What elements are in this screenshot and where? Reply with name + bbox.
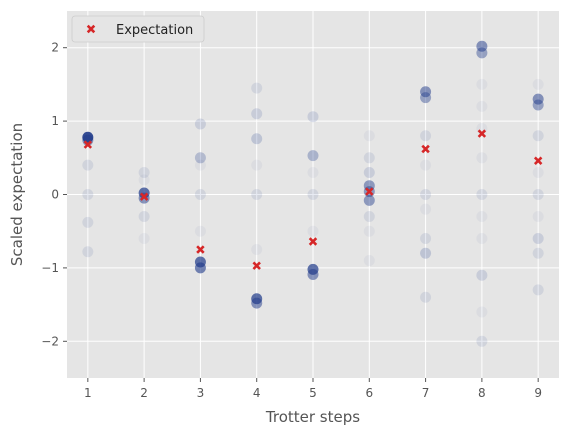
- sample-point: [307, 166, 319, 178]
- sample-point: [251, 159, 263, 171]
- sample-point: [251, 297, 263, 309]
- expectation-point: [421, 144, 430, 154]
- sample-point: [138, 233, 150, 245]
- x-tick-label: 8: [478, 386, 486, 400]
- sample-point: [476, 189, 488, 200]
- sample-point: [307, 111, 319, 123]
- y-tick-label: −1: [41, 261, 59, 275]
- sample-point: [363, 211, 375, 223]
- x-tick-label: 1: [84, 386, 92, 400]
- sample-point: [476, 306, 488, 318]
- sample-point: [476, 211, 488, 223]
- x-tick-label: 5: [309, 386, 317, 400]
- sample-point: [476, 233, 488, 245]
- sample-point: [532, 99, 544, 111]
- x-axis-label: Trotter steps: [265, 408, 360, 426]
- sample-point: [138, 211, 150, 223]
- sample-point: [307, 189, 319, 200]
- x-tick-label: 4: [253, 386, 261, 400]
- sample-point: [420, 159, 432, 171]
- expectation-point: [196, 245, 205, 254]
- sample-point: [138, 174, 150, 186]
- legend: Expectation: [71, 15, 205, 43]
- sample-point: [532, 93, 544, 105]
- sample-point: [251, 133, 263, 145]
- y-tick-label: −2: [41, 334, 59, 348]
- sample-point: [307, 269, 319, 281]
- legend-expectation-label: Expectation: [116, 23, 193, 38]
- sample-point: [476, 40, 488, 52]
- sample-point: [476, 269, 488, 281]
- y-tick-label: 2: [51, 41, 59, 55]
- sample-point: [420, 291, 432, 303]
- expectation-point: [139, 192, 149, 201]
- x-tick-label: 9: [534, 386, 542, 400]
- y-tick-label: 0: [51, 188, 59, 202]
- sample-point: [194, 159, 206, 171]
- sample-point: [82, 189, 94, 200]
- sample-point: [476, 78, 488, 90]
- expectation-point: [308, 237, 318, 246]
- sample-point: [363, 166, 375, 178]
- expectation-point: [83, 140, 93, 149]
- sample-point: [420, 203, 432, 215]
- sample-point: [194, 152, 206, 164]
- sample-point: [194, 189, 206, 200]
- sample-point: [532, 284, 544, 296]
- sample-point: [82, 216, 94, 228]
- sample-point: [138, 166, 150, 178]
- sample-point: [420, 86, 432, 98]
- sample-point: [532, 189, 544, 200]
- sample-point: [532, 78, 544, 90]
- sample-point: [476, 100, 488, 112]
- sample-point: [532, 130, 544, 142]
- sample-point: [476, 47, 488, 59]
- sample-point: [82, 159, 94, 171]
- sample-point: [476, 335, 488, 347]
- expectation-point: [477, 129, 487, 138]
- sample-point: [194, 118, 206, 130]
- sample-point: [476, 152, 488, 164]
- sample-point: [194, 225, 206, 237]
- expectation-point: [365, 187, 374, 196]
- sample-point: [420, 130, 432, 142]
- sample-point: [82, 246, 94, 258]
- sample-point: [420, 189, 432, 200]
- sample-point: [307, 150, 319, 162]
- sample-point: [363, 130, 375, 142]
- sample-point: [251, 244, 263, 256]
- x-tick-label: 3: [197, 386, 205, 400]
- legend-expectation-marker: [86, 24, 96, 34]
- sample-point: [363, 152, 375, 164]
- expectation-point: [533, 156, 543, 165]
- sample-point: [363, 255, 375, 267]
- sample-points: [82, 40, 544, 347]
- sample-point: [307, 225, 319, 237]
- expectation-point: [252, 261, 261, 270]
- sample-point: [363, 225, 375, 237]
- x-tick-label: 2: [140, 386, 148, 400]
- sample-point: [420, 92, 432, 104]
- sample-point: [194, 262, 206, 274]
- legend-marker-cross: [86, 24, 96, 34]
- x-tick-label: 6: [365, 386, 373, 400]
- sample-point: [532, 211, 544, 223]
- x-tick-label: 7: [422, 386, 430, 400]
- sample-point: [532, 166, 544, 178]
- sample-point: [251, 108, 263, 120]
- y-axis-ticks: −2 −1 0 1 2: [41, 41, 67, 348]
- sample-point: [363, 194, 375, 206]
- x-axis-ticks: 1 2 3 4 5 6 7 8 9: [84, 378, 542, 400]
- sample-point: [532, 233, 544, 245]
- expectation-markers: [83, 129, 543, 270]
- sample-point: [251, 82, 263, 94]
- y-axis-label: Scaled expectation: [8, 123, 26, 266]
- y-tick-label: 1: [51, 114, 59, 128]
- sample-point: [420, 233, 432, 245]
- sample-point: [420, 247, 432, 259]
- legend-box: [71, 15, 205, 43]
- sample-point: [251, 189, 263, 200]
- sample-point: [532, 247, 544, 259]
